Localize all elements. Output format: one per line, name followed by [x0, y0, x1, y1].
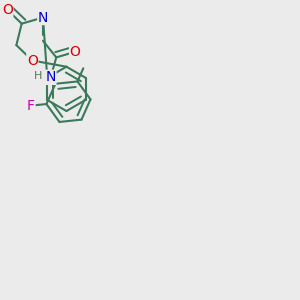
Text: O: O: [70, 45, 80, 59]
Text: O: O: [2, 3, 13, 17]
Text: H: H: [34, 71, 43, 81]
Text: O: O: [27, 53, 38, 68]
Text: N: N: [38, 11, 48, 25]
Text: F: F: [27, 99, 35, 113]
Text: N: N: [46, 70, 56, 84]
